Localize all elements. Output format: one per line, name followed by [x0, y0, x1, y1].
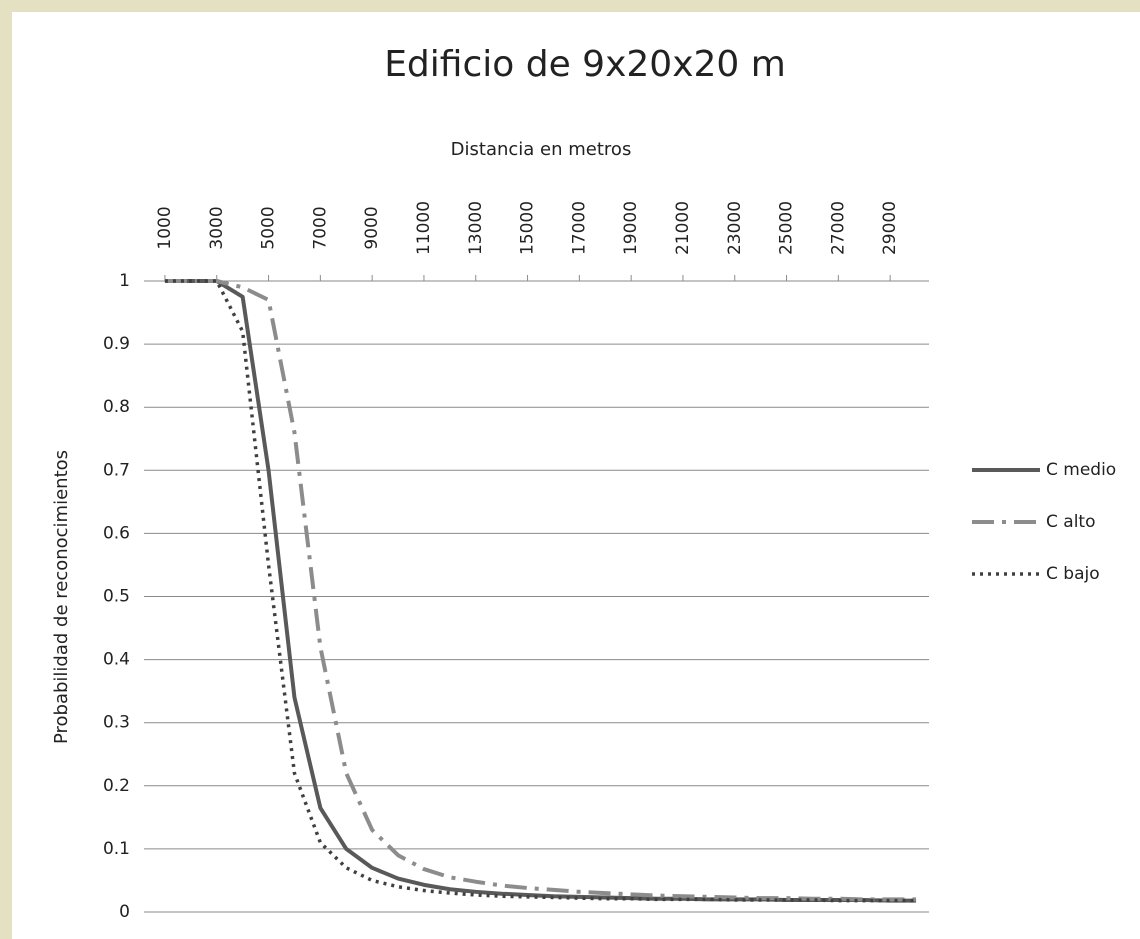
y-tick-label: 0.1 — [103, 839, 130, 859]
y-tick-label: 0.8 — [103, 397, 130, 417]
y-tick-label: 0.5 — [103, 587, 130, 607]
x-tick-label: 21000 — [673, 201, 693, 255]
y-tick-label: 0.7 — [103, 460, 130, 480]
x-tick-label: 15000 — [518, 201, 538, 255]
y-tick-label: 0.6 — [103, 523, 130, 543]
x-tick-label: 17000 — [569, 201, 589, 255]
chart-area — [12, 12, 1140, 939]
x-tick-label: 7000 — [310, 206, 330, 249]
y-axis-label: Probabilidad de reconocimientos — [51, 450, 72, 744]
x-tick-label: 1000 — [155, 206, 175, 249]
legend-label: C medio — [1046, 460, 1116, 480]
legend-label: C alto — [1046, 512, 1095, 532]
x-tick-label: 3000 — [207, 206, 227, 249]
x-tick-label: 19000 — [621, 201, 641, 255]
legend-label: C bajo — [1046, 564, 1100, 584]
y-tick-label: 0 — [119, 902, 130, 922]
x-tick-label: 9000 — [362, 206, 382, 249]
y-tick-label: 1 — [119, 271, 130, 291]
x-tick-label: 25000 — [777, 201, 797, 255]
y-tick-label: 0.9 — [103, 334, 130, 354]
x-tick-label: 5000 — [259, 206, 279, 249]
x-tick-label: 13000 — [466, 201, 486, 255]
x-tick-label: 27000 — [828, 201, 848, 255]
series-line — [164, 279, 917, 903]
x-axis-label: Distancia en metros — [451, 139, 632, 160]
x-tick-label: 11000 — [414, 201, 434, 255]
y-tick-label: 0.3 — [103, 713, 130, 733]
y-tick-label: 0.2 — [103, 776, 130, 796]
y-tick-label: 0.4 — [103, 650, 130, 670]
chart-title: Edificio de 9x20x20 m — [384, 44, 786, 85]
series-line — [164, 279, 917, 902]
x-tick-label: 23000 — [725, 201, 745, 255]
x-tick-label: 29000 — [880, 201, 900, 255]
